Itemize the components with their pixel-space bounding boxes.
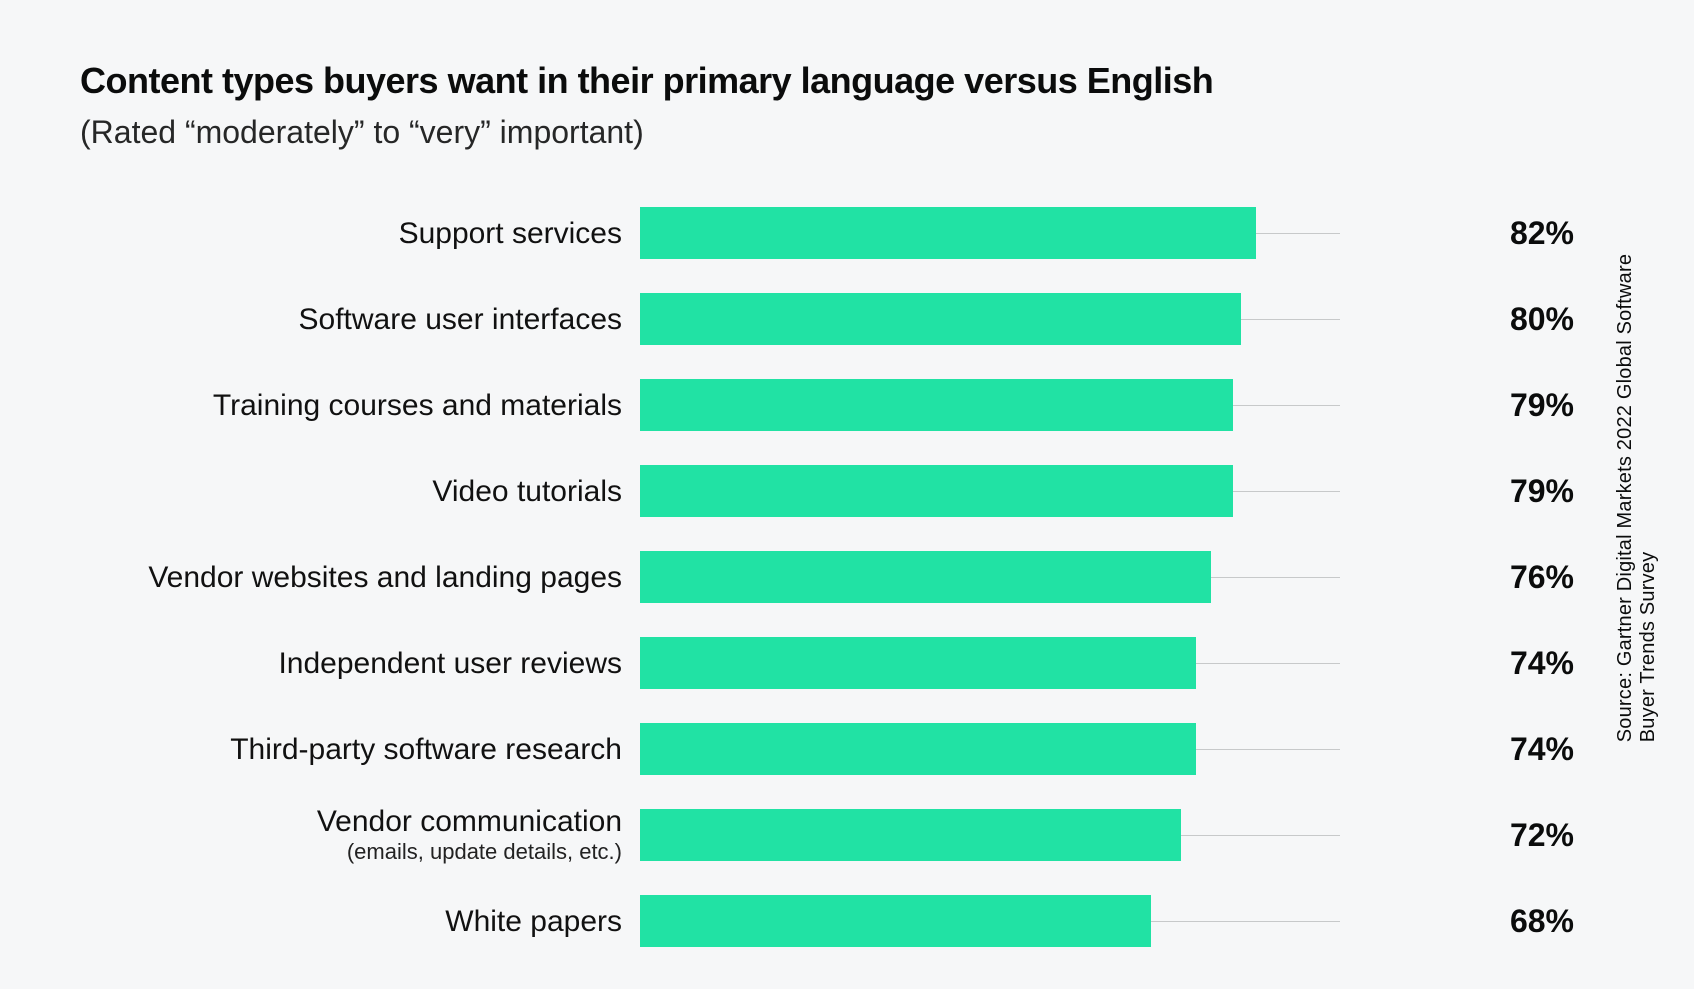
bar-chart: Support services 82% Software user interfa…	[80, 197, 1574, 957]
bar-track	[640, 895, 1340, 947]
bar-row: Support services 82%	[80, 197, 1574, 269]
bar-label-text: White papers	[445, 905, 622, 938]
bar-track	[640, 809, 1340, 861]
bar-label: Video tutorials	[80, 475, 640, 508]
bar-fill	[640, 637, 1196, 689]
bar-value: 76%	[1340, 559, 1574, 596]
bar-label: Software user interfaces	[80, 303, 640, 336]
bar-fill	[640, 723, 1196, 775]
bar-fill	[640, 809, 1181, 861]
bar-fill	[640, 465, 1233, 517]
bar-fill	[640, 207, 1256, 259]
bar-value: 79%	[1340, 473, 1574, 510]
bar-label: Support services	[80, 217, 640, 250]
bar-track	[640, 379, 1340, 431]
bar-fill	[640, 293, 1241, 345]
bar-track	[640, 551, 1340, 603]
bar-fill	[640, 551, 1211, 603]
bar-row: Vendor websites and landing pages 76%	[80, 541, 1574, 613]
chart-subtitle: (Rated “moderately” to “very” important)	[80, 114, 1574, 151]
bar-label-text: Software user interfaces	[299, 303, 622, 336]
bar-label: Vendor communication(emails, update deta…	[80, 805, 640, 864]
bar-track	[640, 207, 1340, 259]
bar-label-text: Video tutorials	[432, 475, 622, 508]
bar-fill	[640, 379, 1233, 431]
bar-track	[640, 637, 1340, 689]
bar-track	[640, 465, 1340, 517]
bar-value: 68%	[1340, 903, 1574, 940]
bar-label: Training courses and materials	[80, 389, 640, 422]
bar-value: 72%	[1340, 817, 1574, 854]
chart-title: Content types buyers want in their prima…	[80, 60, 1574, 102]
bar-row: Training courses and materials 79%	[80, 369, 1574, 441]
bar-fill	[640, 895, 1151, 947]
bar-row: Third-party software research 74%	[80, 713, 1574, 785]
bar-value: 74%	[1340, 731, 1574, 768]
bar-label-text: Third-party software research	[230, 733, 622, 766]
bar-value: 82%	[1340, 215, 1574, 252]
bar-row: White papers 68%	[80, 885, 1574, 957]
bar-label-text: Independent user reviews	[278, 647, 622, 680]
bar-row: Software user interfaces 80%	[80, 283, 1574, 355]
bar-label-text: Vendor communication	[317, 805, 622, 838]
bar-sublabel: (emails, update details, etc.)	[80, 840, 622, 864]
bar-track	[640, 293, 1340, 345]
bar-label-text: Support services	[399, 217, 622, 250]
source-credit: Source: Gartner Digital Markets 2022 Glo…	[1614, 247, 1660, 742]
bar-label: Third-party software research	[80, 733, 640, 766]
bar-track	[640, 723, 1340, 775]
bar-value: 74%	[1340, 645, 1574, 682]
bar-label-text: Training courses and materials	[213, 389, 622, 422]
bar-row: Independent user reviews 74%	[80, 627, 1574, 699]
bar-row: Vendor communication(emails, update deta…	[80, 799, 1574, 871]
bar-row: Video tutorials 79%	[80, 455, 1574, 527]
bar-label-text: Vendor websites and landing pages	[148, 561, 622, 594]
bar-label: White papers	[80, 905, 640, 938]
bar-label: Independent user reviews	[80, 647, 640, 680]
bar-label: Vendor websites and landing pages	[80, 561, 640, 594]
bar-value: 79%	[1340, 387, 1574, 424]
bar-value: 80%	[1340, 301, 1574, 338]
